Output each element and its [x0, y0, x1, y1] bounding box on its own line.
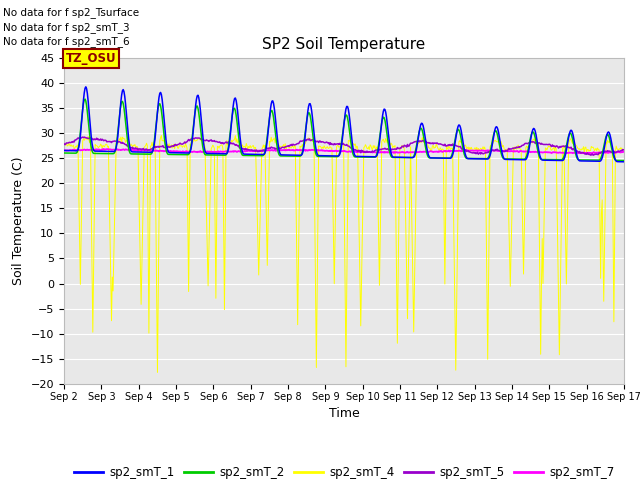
- X-axis label: Time: Time: [328, 407, 360, 420]
- Text: TZ_OSU: TZ_OSU: [66, 52, 116, 65]
- Y-axis label: Soil Temperature (C): Soil Temperature (C): [12, 156, 25, 285]
- Text: No data for f sp2_smT_3: No data for f sp2_smT_3: [3, 22, 130, 33]
- Legend: sp2_smT_1, sp2_smT_2, sp2_smT_4, sp2_smT_5, sp2_smT_7: sp2_smT_1, sp2_smT_2, sp2_smT_4, sp2_smT…: [68, 462, 620, 480]
- Text: No data for f sp2_smT_6: No data for f sp2_smT_6: [3, 36, 130, 47]
- Text: No data for f sp2_Tsurface: No data for f sp2_Tsurface: [3, 7, 140, 18]
- Title: SP2 Soil Temperature: SP2 Soil Temperature: [262, 37, 426, 52]
